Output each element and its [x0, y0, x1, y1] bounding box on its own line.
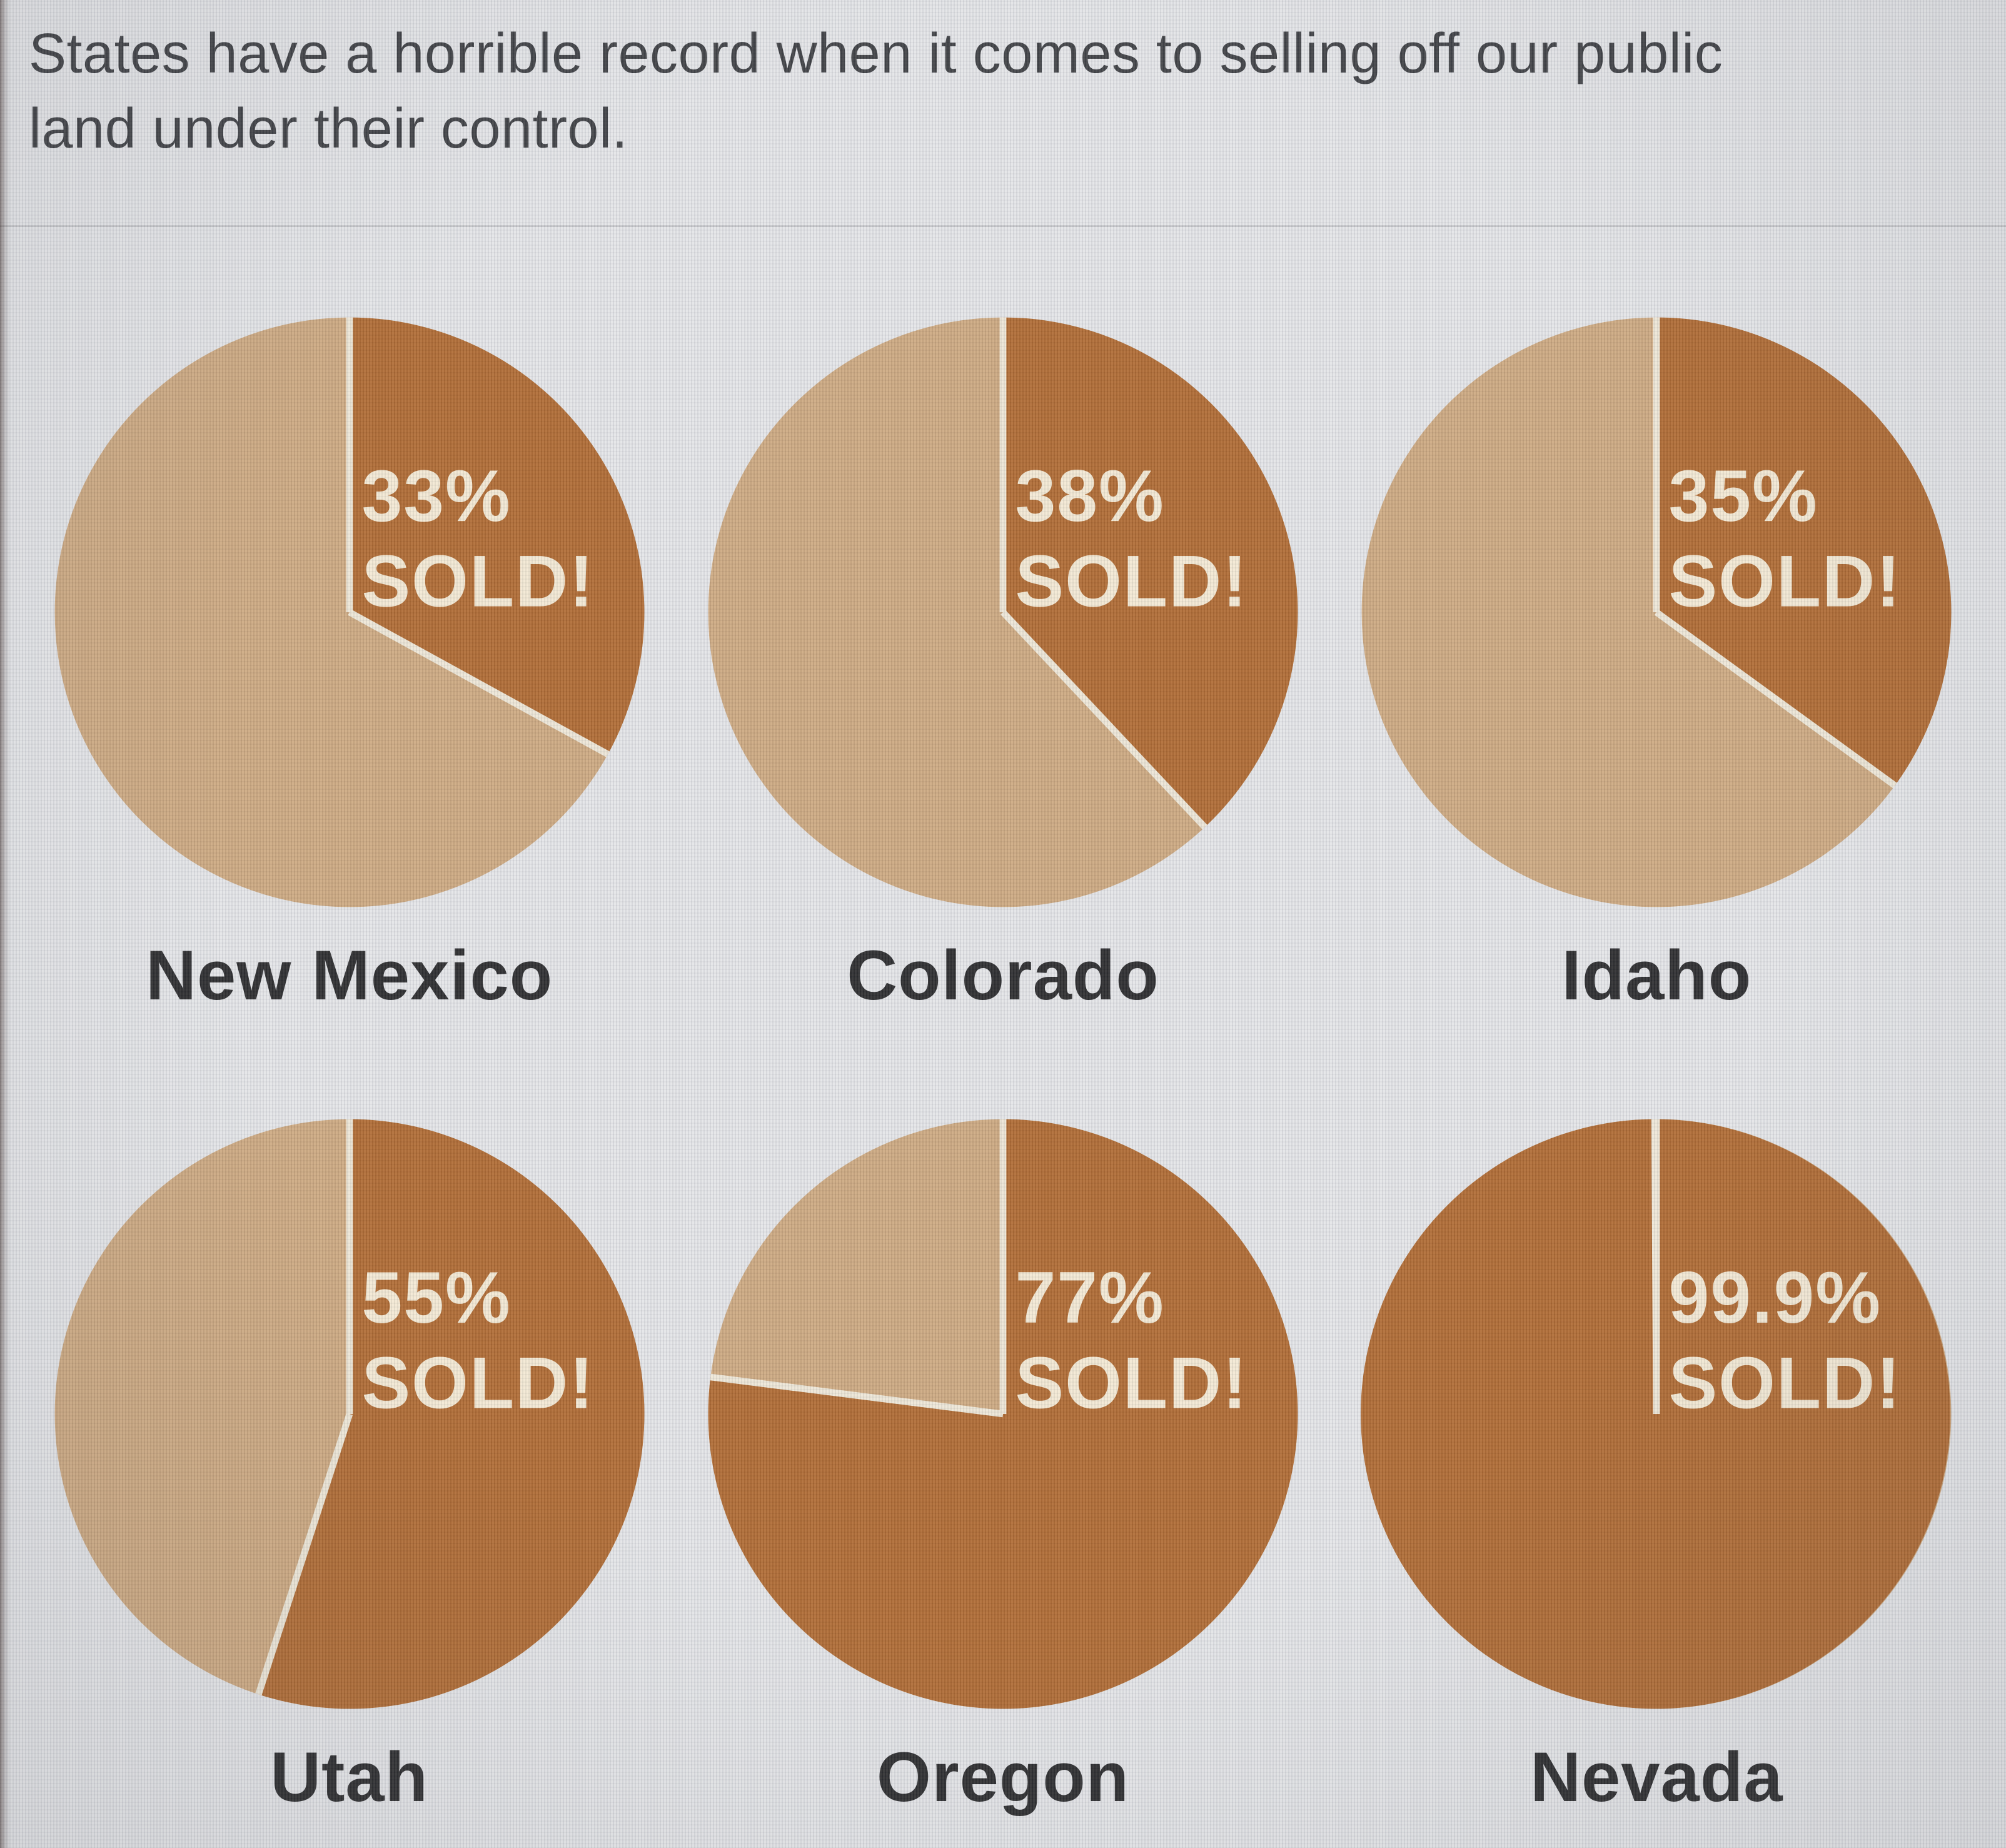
state-label: Colorado — [847, 936, 1159, 1014]
percent-sold-value: 55% — [361, 1256, 511, 1338]
sold-word-label: SOLD! — [361, 540, 595, 622]
pie-chart-new-mexico: 33% SOLD! New Mexico — [46, 308, 653, 1017]
sold-word-label: SOLD! — [1669, 540, 1902, 622]
state-label: Utah — [270, 1738, 429, 1816]
percent-sold-value: 38% — [1015, 455, 1164, 537]
percent-sold-value: 99.9% — [1669, 1256, 1882, 1338]
pie-grid: 33% SOLD! New Mexico 38% SOLD! Colorado 35% SOL… — [23, 308, 1983, 1819]
pie-chart-utah: 55% SOLD! Utah — [46, 1110, 653, 1819]
state-label: Nevada — [1530, 1738, 1783, 1816]
percent-sold-value: 33% — [361, 455, 511, 537]
pie-svg-oregon: 77%SOLD! — [708, 1119, 1298, 1709]
page-title-line-1: States have a horrible record when it co… — [29, 23, 1723, 85]
slice-separator — [1651, 1119, 1660, 1415]
sold-word-label: SOLD! — [361, 1341, 595, 1423]
pie-svg-new-mexico: 33%SOLD! — [54, 317, 645, 907]
percent-sold-value: 35% — [1669, 455, 1818, 537]
divider — [0, 225, 2006, 227]
pie-svg-idaho: 35%SOLD! — [1361, 317, 1952, 907]
percent-sold-value: 77% — [1015, 1256, 1164, 1338]
pie-svg-utah: 55%SOLD! — [54, 1119, 645, 1709]
page-title-line-2: land under their control. — [29, 98, 628, 160]
state-label: New Mexico — [146, 936, 553, 1014]
pie-svg-colorado: 38%SOLD! — [708, 317, 1298, 907]
pie-chart-colorado: 38% SOLD! Colorado — [699, 308, 1307, 1017]
pie-svg-nevada: 99.9%SOLD! — [1361, 1119, 1952, 1709]
state-label: Oregon — [876, 1738, 1130, 1816]
pie-chart-idaho: 35% SOLD! Idaho — [1353, 308, 1960, 1017]
state-label: Idaho — [1561, 936, 1752, 1014]
sold-word-label: SOLD! — [1015, 1341, 1248, 1423]
page-title: States have a horrible record when it co… — [0, 0, 2006, 166]
sold-word-label: SOLD! — [1015, 540, 1248, 622]
pie-chart-nevada: 99.9% SOLD! Nevada — [1353, 1110, 1960, 1819]
sold-word-label: SOLD! — [1669, 1341, 1902, 1423]
pie-chart-oregon: 77% SOLD! Oregon — [699, 1110, 1307, 1819]
